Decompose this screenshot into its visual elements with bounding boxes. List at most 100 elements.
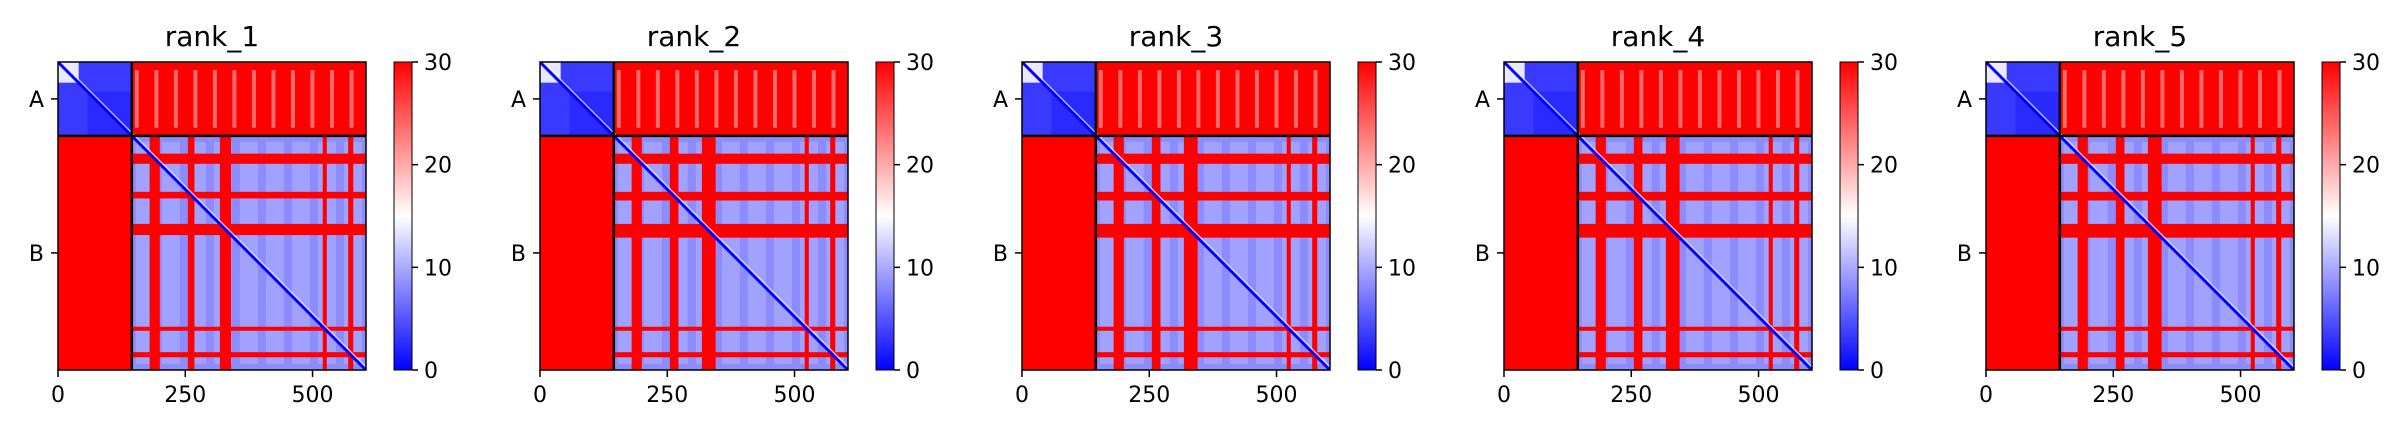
y-tick-label-chain-a: A — [511, 88, 526, 113]
error-band-row — [1577, 352, 1812, 358]
interchain-texture — [2140, 70, 2145, 128]
y-tick-label-chain-b: B — [511, 242, 526, 267]
error-band-col — [2276, 135, 2282, 370]
error-band-row — [1095, 191, 1330, 201]
chart-title: rank_3 — [1129, 20, 1223, 53]
colorbar — [875, 61, 895, 371]
interchain-texture — [1678, 70, 1683, 128]
error-band-row — [1577, 326, 1812, 331]
x-tick-label: 0 — [533, 383, 547, 408]
diagonal — [540, 62, 848, 370]
chart-title: rank_2 — [647, 20, 741, 53]
panel-3: rank_3 A B 0 250 500 0 10 20 30 — [993, 20, 1416, 408]
colorbar-tick-label: 30 — [424, 51, 452, 76]
error-band-col — [219, 135, 232, 370]
error-band-row — [131, 326, 366, 331]
panel-4: rank_4 A B 0 250 500 0 10 20 30 — [1475, 20, 1898, 408]
error-band-col — [2147, 135, 2162, 370]
error-band-row — [131, 153, 366, 164]
error-band-row — [1095, 326, 1330, 331]
error-band-row — [1095, 352, 1330, 358]
error-band-row — [2059, 326, 2294, 331]
interchain-texture — [1775, 70, 1780, 128]
interchain-texture — [2179, 70, 2184, 128]
error-band-col — [1665, 135, 1680, 370]
interchain-texture — [1098, 70, 1103, 128]
error-band-col — [1286, 135, 1291, 370]
interchain-texture — [2257, 70, 2262, 128]
colorbar-tick-label: 0 — [424, 359, 438, 384]
diagonal-highlight — [1506, 62, 1812, 368]
chart-title: rank_1 — [165, 20, 259, 53]
error-band-col — [701, 135, 716, 370]
error-band-row — [1095, 223, 1330, 238]
interchain-texture — [1736, 70, 1741, 128]
interchain-texture — [329, 70, 334, 128]
plot-frame — [1021, 61, 1331, 371]
interchain-texture — [1157, 70, 1162, 128]
diagonal-highlight — [60, 62, 366, 368]
colorbar-tick-label: 20 — [906, 154, 934, 179]
interchain-texture — [1118, 70, 1123, 128]
x-tick-label: 500 — [774, 383, 816, 408]
colorbar-tick-label: 10 — [2352, 256, 2380, 281]
heatmap — [58, 62, 366, 370]
x-tick-label: 0 — [1979, 383, 1993, 408]
x-tick-label: 0 — [1015, 383, 1029, 408]
y-tick-label-chain-b: B — [29, 242, 44, 267]
colorbar-tick-label: 30 — [1870, 51, 1898, 76]
x-tick-label: 250 — [1610, 383, 1652, 408]
x-tick-label: 500 — [1256, 383, 1298, 408]
error-band-col — [1151, 135, 1161, 370]
x-tick-label: 250 — [1128, 383, 1170, 408]
interchain-texture — [1756, 70, 1761, 128]
interchain-texture — [290, 70, 295, 128]
error-band-row — [131, 223, 366, 236]
interchain-texture — [753, 70, 758, 128]
error-band-col — [1633, 135, 1643, 370]
error-band-row — [2059, 153, 2294, 164]
interchain-texture — [1795, 70, 1800, 128]
interchain-texture — [616, 70, 621, 128]
interchain-texture — [772, 70, 777, 128]
colorbar-tick-label: 10 — [1870, 256, 1898, 281]
error-band-row — [1577, 191, 1812, 201]
error-band-col — [2250, 135, 2255, 370]
interchain-texture — [636, 70, 641, 128]
colorbar-tick-label: 20 — [424, 154, 452, 179]
error-band-col — [804, 135, 809, 370]
interchain-texture — [714, 70, 719, 128]
diagonal — [1022, 62, 1330, 370]
colorbar-tick-label: 20 — [1388, 154, 1416, 179]
error-band-row — [613, 153, 848, 164]
interchain-texture — [1580, 70, 1585, 128]
interchain-texture — [1254, 70, 1259, 128]
error-band-row — [1577, 223, 1812, 238]
error-band-col — [1312, 135, 1318, 370]
panel-1: rank_1 A B 0 250 500 0 10 20 30 — [29, 20, 452, 408]
error-band-row — [2059, 191, 2294, 201]
y-tick-label-chain-a: A — [993, 88, 1008, 113]
chart-title: rank_4 — [1611, 20, 1705, 53]
heatmap — [540, 62, 848, 370]
error-band-col — [1595, 135, 1606, 370]
colorbar-tick-label: 30 — [906, 51, 934, 76]
diagonal-highlight — [542, 62, 848, 368]
diagonal-highlight — [1988, 62, 2294, 368]
interchain-texture — [655, 70, 660, 128]
error-band-col — [830, 135, 836, 370]
interchain-texture — [349, 70, 354, 128]
interchain-texture — [694, 70, 699, 128]
colorbar-tick-label: 20 — [1870, 154, 1898, 179]
colorbar-tick-label: 0 — [1870, 359, 1884, 384]
interchain-texture — [2082, 70, 2087, 128]
error-band-row — [131, 352, 366, 358]
heatmap — [1986, 62, 2294, 370]
x-tick-label: 0 — [51, 383, 65, 408]
error-band-col — [149, 135, 160, 370]
interchain-texture — [1196, 70, 1201, 128]
error-band-col — [1183, 135, 1198, 370]
error-band-col — [1794, 135, 1800, 370]
interchain-texture — [232, 70, 237, 128]
plot-frame — [1985, 61, 2295, 371]
